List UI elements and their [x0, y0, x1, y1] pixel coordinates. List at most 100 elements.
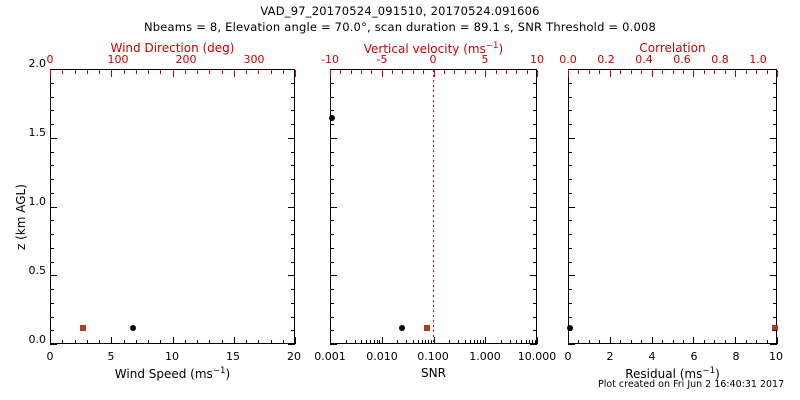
axis-tick — [475, 70, 476, 74]
panel3-top-tick-0: 0.0 — [559, 53, 577, 66]
y-axis-tick — [568, 248, 572, 249]
y-axis-tick — [330, 124, 334, 125]
axis-tick — [599, 340, 600, 344]
axis-tick — [693, 337, 694, 344]
y-axis-tick — [291, 165, 295, 166]
axis-tick — [425, 340, 426, 344]
y-tick-label-1: 0.5 — [28, 264, 47, 277]
y-axis-tick — [291, 179, 295, 180]
y-axis-tick — [330, 97, 334, 98]
y-axis-tick — [533, 179, 537, 180]
axis-tick — [173, 337, 174, 344]
panel2-top-tick-2: 0 — [429, 53, 437, 66]
y-axis-tick — [50, 165, 54, 166]
y-axis-tick — [50, 275, 57, 276]
y-axis-tick — [773, 330, 777, 331]
axis-tick — [246, 340, 247, 344]
panel2-top-tick-0: -10 — [321, 53, 339, 66]
panel1-bottom-tick-0: 0 — [46, 350, 54, 363]
y-axis-tick — [773, 97, 777, 98]
axis-tick — [160, 70, 161, 74]
axis-tick — [87, 340, 88, 344]
axis-tick — [371, 70, 372, 74]
y-axis-tick — [291, 248, 295, 249]
panel3-top-tick-4: 0.8 — [711, 53, 729, 66]
data-point-wind-direction — [80, 325, 86, 331]
plot-subtitle: Nbeams = 8, Elevation angle = 70.0°, sca… — [143, 20, 657, 34]
axis-tick — [673, 70, 674, 74]
axis-tick — [756, 70, 757, 74]
panel3-bottom-tick-5: 10 — [769, 350, 783, 363]
axis-tick — [662, 70, 663, 74]
axis-tick — [366, 340, 367, 344]
axis-tick — [599, 70, 600, 74]
panel3-top-tick-3: 0.6 — [673, 53, 691, 66]
y-axis-tick — [50, 303, 54, 304]
y-axis-tick — [330, 234, 334, 235]
axis-tick — [346, 340, 347, 344]
panel1-top-axis-title: Wind Direction (deg) — [110, 41, 235, 55]
y-axis-tick — [50, 124, 54, 125]
panel2-top-tick-1: -5 — [376, 53, 388, 66]
axis-tick — [714, 340, 715, 344]
axis-tick — [704, 340, 705, 344]
y-axis-tick — [291, 152, 295, 153]
y-axis-tick — [530, 207, 537, 208]
y-axis-label: z (km AGL) — [14, 184, 28, 250]
y-axis-tick — [770, 275, 777, 276]
y-axis-tick — [291, 97, 295, 98]
panel1-bottom-axis-title: Wind Speed (ms−1) — [114, 366, 231, 381]
axis-tick — [234, 337, 235, 344]
axis-tick — [382, 70, 383, 77]
axis-tick — [767, 340, 768, 344]
panel1-top-tick-2: 200 — [175, 53, 197, 66]
panel2-bottom-tick-3: 1.000 — [469, 350, 501, 363]
axis-tick — [516, 340, 517, 344]
axis-tick — [99, 340, 100, 344]
data-point-vertical-velocity — [424, 325, 430, 331]
axis-tick — [725, 70, 726, 74]
panel2-bottom-tick-1: 0.010 — [366, 350, 398, 363]
axis-tick — [271, 70, 272, 74]
axis-tick — [422, 340, 423, 344]
y-axis-tick — [533, 248, 537, 249]
panel2-bottom-axis-title: SNR — [421, 366, 446, 380]
y-axis-tick — [330, 317, 334, 318]
panel2-top-tick-4: 10 — [530, 53, 544, 66]
y-axis-tick — [568, 97, 572, 98]
y-axis-tick — [773, 289, 777, 290]
y-axis-tick — [533, 303, 537, 304]
panel2-bottom-tick-2: 0.100 — [417, 350, 449, 363]
axis-tick — [485, 337, 486, 344]
axis-tick — [370, 340, 371, 344]
panel-wind-speed — [50, 69, 295, 344]
axis-tick — [578, 70, 579, 74]
y-axis-tick — [330, 138, 337, 139]
axis-tick — [50, 70, 51, 77]
axis-tick — [449, 340, 450, 344]
axis-tick — [222, 340, 223, 344]
axis-tick — [537, 337, 538, 344]
y-axis-tick — [288, 344, 295, 345]
axis-tick — [735, 70, 736, 77]
axis-tick — [589, 340, 590, 344]
y-axis-tick — [50, 330, 54, 331]
axis-tick — [377, 340, 378, 344]
axis-tick — [234, 70, 235, 77]
y-axis-tick — [291, 289, 295, 290]
axis-tick — [351, 70, 352, 74]
axis-tick — [258, 340, 259, 344]
axis-tick — [568, 337, 569, 344]
y-axis-tick — [773, 262, 777, 263]
axis-tick — [402, 70, 403, 74]
y-axis-tick — [50, 110, 54, 111]
y-axis-tick — [773, 193, 777, 194]
y-axis-tick — [568, 303, 572, 304]
axis-tick — [465, 340, 466, 344]
y-axis-tick — [50, 344, 57, 345]
axis-tick — [535, 340, 536, 344]
plot-created-timestamp: Plot created on Fri Jun 2 16:40:31 2017 — [598, 379, 785, 390]
y-axis-tick — [50, 179, 54, 180]
axis-tick — [330, 337, 331, 344]
axis-tick — [185, 70, 186, 74]
